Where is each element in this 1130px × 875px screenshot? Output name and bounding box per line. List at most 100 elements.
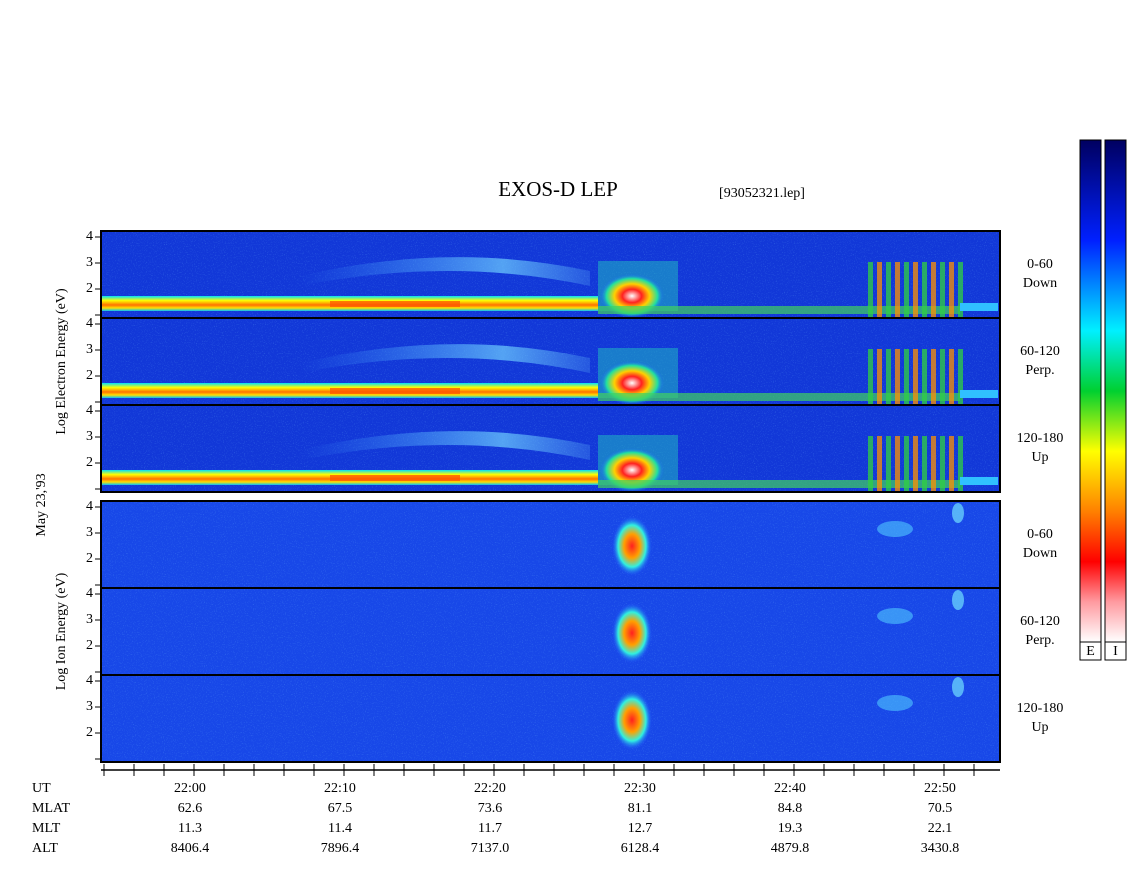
spectrogram-streak [931,436,936,491]
spectrogram-noise [101,588,1000,675]
y-tick-label: 3 [86,429,93,444]
spectrogram-streak [949,262,954,317]
y-tick-label: 2 [86,551,93,566]
spectrogram-band-right [960,303,998,311]
y-tick-label: 3 [86,255,93,270]
ephemeris-value: 62.6 [178,801,203,816]
spectrogram-blob [612,516,652,576]
direction-label: Up [1031,720,1048,735]
y-axis-label: Log Ion Energy (eV) [54,572,69,690]
y-tick-label: 2 [86,281,93,296]
direction-label: Perp. [1025,633,1054,648]
spectrogram-streak [958,262,963,317]
spectrogram-streak [904,436,909,491]
y-tick-label: 3 [86,525,93,540]
spectrogram-streak [895,349,900,404]
spectrogram-streak [868,436,873,491]
spectrogram-band-core [330,475,460,481]
spectrogram-streak [904,349,909,404]
ephemeris-value: 11.7 [478,821,502,836]
ephemeris-value: 6128.4 [621,841,660,856]
ephemeris-label: MLT [32,821,61,836]
direction-label: Down [1023,276,1057,291]
color-bar-label: E [1086,644,1095,659]
spectrogram-streak [931,349,936,404]
ephemeris-value: 3430.8 [921,841,960,856]
date-label: May 23,'93 [34,473,49,536]
pitch-label: 120-180 [1017,701,1064,716]
y-tick-label: 4 [86,316,93,331]
ephemeris-value: 4879.8 [771,841,810,856]
spectrogram-patch [952,677,964,697]
spectrogram-floor [598,393,960,401]
title: EXOS-D LEP [498,177,618,201]
spectrogram-streak [931,262,936,317]
spectrogram-streak [922,349,927,404]
ephemeris-label: UT [32,781,51,796]
spectrogram-streak [913,349,918,404]
spectrogram-blob [612,690,652,750]
ephemeris-value: 22.1 [928,821,953,836]
spectrogram-streak [886,436,891,491]
ephemeris-value: 22:00 [174,781,206,796]
y-tick-label: 4 [86,673,93,688]
spectrogram-streak [913,262,918,317]
ephemeris-value: 22:40 [774,781,806,796]
spectrogram-streak [940,436,945,491]
spectrogram-patch [952,503,964,523]
ephemeris-value: 67.5 [328,801,353,816]
spectrogram-patch [877,695,913,711]
spectrogram-blob [612,603,652,663]
pitch-label: 120-180 [1017,431,1064,446]
spectrogram-floor [598,480,960,488]
pitch-label: 60-120 [1020,614,1060,629]
ephemeris-value: 81.1 [628,801,653,816]
spectrogram-streak [949,349,954,404]
spectrogram-patch [952,590,964,610]
ephemeris-value: 12.7 [628,821,653,836]
ephemeris-value: 22:50 [924,781,956,796]
direction-label: Up [1031,450,1048,465]
spectrogram-arc [300,344,590,373]
spectrogram-streak [868,349,873,404]
direction-label: Perp. [1025,363,1054,378]
y-tick-label: 4 [86,403,93,418]
spectrogram-floor [598,306,960,314]
spectrogram-band-core [330,388,460,394]
spectrogram-streak [958,349,963,404]
spectrogram-streak [922,436,927,491]
y-tick-label: 2 [86,725,93,740]
color-bar-label-box [1079,641,1102,661]
ephemeris-value: 22:20 [474,781,506,796]
spectrogram-streak [877,349,882,404]
panel-frame [100,674,1001,763]
y-tick-label: 2 [86,455,93,470]
y-tick-label: 4 [86,586,93,601]
spectrogram-noise [101,675,1000,762]
y-tick-label: 4 [86,499,93,514]
ephemeris-value: 84.8 [778,801,803,816]
panel-frame [100,404,1001,493]
direction-label: Down [1023,546,1057,561]
spectrogram-band-right [960,390,998,398]
ephemeris-value: 22:30 [624,781,656,796]
pitch-label: 0-60 [1027,257,1053,272]
ephemeris-value: 11.4 [328,821,352,836]
y-tick-label: 2 [86,368,93,383]
ephemeris-value: 22:10 [324,781,356,796]
spectrogram-streak [877,436,882,491]
ephemeris-value: 73.6 [478,801,503,816]
spectrogram-streak [904,262,909,317]
pitch-label: 0-60 [1027,527,1053,542]
color-bar [1079,139,1102,643]
file-name: [93052321.lep] [719,186,805,201]
spectrogram-patch [877,521,913,537]
color-bar [1104,139,1127,643]
spectrogram-streak [886,349,891,404]
spectrogram-streak [868,262,873,317]
spectrogram-streak [895,436,900,491]
spectrogram-streak [940,349,945,404]
spectrogram-streak [913,436,918,491]
